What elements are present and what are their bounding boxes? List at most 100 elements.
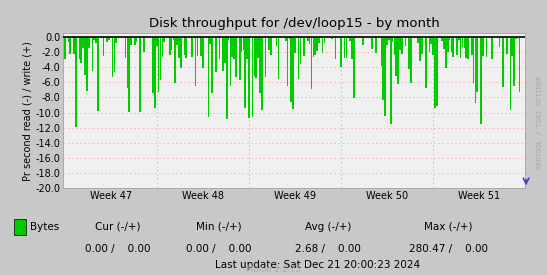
Bar [68, 37, 69, 42]
Bar [309, 37, 311, 45]
Bar [324, 37, 325, 43]
Bar [417, 37, 419, 43]
Bar [351, 37, 353, 59]
Bar [200, 37, 202, 56]
Bar [408, 37, 410, 68]
Bar [126, 37, 128, 88]
Bar [73, 37, 75, 54]
Bar [390, 37, 392, 124]
Bar [443, 37, 445, 49]
Bar [515, 37, 517, 39]
Bar [106, 37, 108, 42]
Bar [86, 37, 88, 91]
Bar [252, 37, 253, 117]
Bar [242, 37, 244, 50]
Bar [462, 37, 463, 47]
Bar [449, 37, 450, 40]
Bar [371, 37, 373, 49]
Y-axis label: Pr second read (-) / write (+): Pr second read (-) / write (+) [22, 41, 32, 181]
Bar [91, 37, 93, 72]
Bar [136, 37, 137, 42]
Bar [467, 37, 469, 59]
Bar [248, 37, 250, 119]
Bar [97, 37, 98, 111]
Bar [287, 37, 288, 86]
Bar [315, 37, 316, 55]
Bar [114, 37, 115, 72]
Bar [350, 37, 351, 41]
Bar [381, 37, 382, 66]
Bar [80, 37, 82, 64]
Bar [436, 37, 438, 106]
Bar [298, 37, 299, 79]
Bar [393, 37, 395, 55]
Text: Min (-/+): Min (-/+) [196, 222, 242, 232]
Bar [335, 37, 336, 59]
Bar [475, 37, 476, 103]
Bar [401, 37, 403, 54]
Text: Cur (-/+): Cur (-/+) [95, 222, 141, 232]
Bar [226, 37, 228, 119]
Bar [185, 37, 187, 58]
Bar [64, 37, 66, 59]
Bar [210, 37, 211, 44]
Bar [289, 37, 290, 39]
Bar [463, 37, 465, 48]
Bar [195, 37, 196, 86]
Bar [452, 37, 454, 57]
Bar [420, 37, 421, 61]
Bar [353, 37, 354, 98]
Bar [385, 37, 386, 116]
Bar [215, 37, 217, 72]
Bar [160, 37, 161, 79]
Bar [169, 37, 171, 55]
Bar [161, 37, 163, 57]
Bar [88, 37, 90, 48]
Bar [154, 37, 156, 108]
Bar [430, 37, 432, 44]
Bar [344, 37, 346, 58]
Bar [425, 37, 427, 88]
Bar [471, 37, 473, 54]
Bar [510, 37, 511, 110]
Bar [270, 37, 272, 56]
Text: Avg (-/+): Avg (-/+) [305, 222, 351, 232]
Bar [134, 37, 136, 45]
Bar [246, 37, 248, 59]
Bar [277, 37, 279, 79]
Bar [311, 37, 312, 89]
Bar [410, 37, 412, 83]
Text: 280.47 /    0.00: 280.47 / 0.00 [409, 244, 488, 254]
Bar [375, 37, 377, 53]
Bar [388, 37, 389, 40]
Bar [257, 37, 259, 58]
Bar [245, 37, 246, 108]
Bar [139, 37, 141, 112]
Bar [465, 37, 467, 58]
Bar [254, 37, 255, 76]
Bar [207, 37, 209, 117]
Bar [276, 37, 277, 46]
Bar [228, 37, 230, 40]
Bar [513, 37, 515, 86]
Bar [196, 37, 198, 56]
Bar [83, 37, 84, 48]
Bar [184, 37, 185, 55]
Bar [480, 37, 482, 123]
Bar [259, 37, 261, 93]
Bar [261, 37, 263, 110]
Bar [103, 37, 104, 56]
Text: Bytes: Bytes [30, 222, 59, 232]
Text: 2.68 /    0.00: 2.68 / 0.00 [295, 244, 361, 254]
Bar [95, 37, 97, 43]
Bar [239, 37, 241, 79]
Bar [397, 37, 399, 84]
Bar [511, 37, 513, 56]
Bar [476, 37, 478, 92]
Bar [304, 37, 305, 56]
Bar [231, 37, 233, 57]
Bar [211, 37, 213, 92]
Bar [428, 37, 430, 52]
Bar [300, 37, 301, 64]
Bar [174, 37, 176, 83]
